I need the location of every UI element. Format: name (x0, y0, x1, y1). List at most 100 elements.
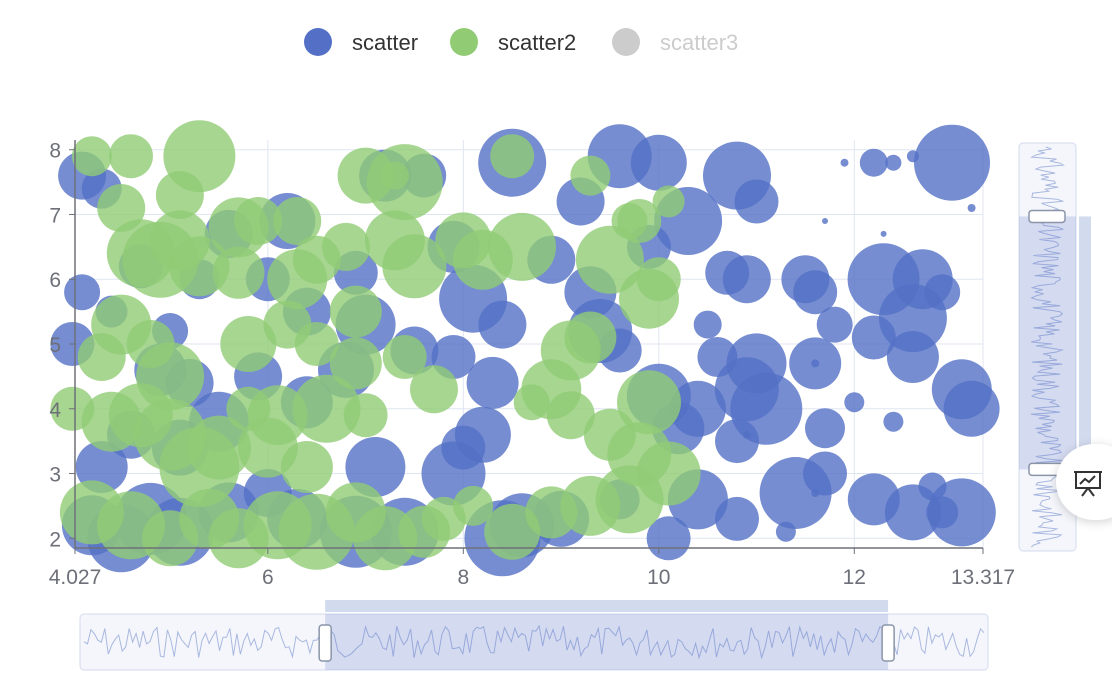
bubble-point (652, 185, 685, 218)
bubble-point (294, 322, 339, 366)
legend-item-scatter3[interactable]: scatter3 (612, 28, 738, 56)
bubble-point (478, 300, 527, 349)
x-zoom-drag-bar[interactable] (325, 600, 889, 612)
x-tick-label: 10 (647, 566, 670, 589)
bubble-point (398, 505, 451, 558)
bubble-point (380, 161, 409, 190)
bubble-point (943, 380, 1000, 437)
bubble-point (822, 218, 828, 224)
bubble-point (149, 210, 210, 271)
bubble-point (859, 148, 888, 177)
bubble-point (410, 365, 458, 414)
bubble-point (212, 246, 265, 299)
bubble-point (914, 124, 990, 201)
y-data-zoom[interactable] (1018, 142, 1091, 552)
legend-label: scatter (352, 30, 418, 55)
bubble-point (136, 342, 205, 411)
y-tick-label: 8 (49, 140, 61, 163)
x-data-zoom[interactable] (79, 600, 989, 671)
y-tick-label: 7 (49, 204, 61, 227)
bubble-point (816, 306, 853, 343)
bubble-point (617, 199, 662, 243)
bubble-point (927, 478, 996, 547)
bubble-point (64, 274, 101, 311)
bubble-point (466, 356, 519, 409)
legend: scatter scatter2 scatter3 (304, 28, 738, 56)
bubble-point (742, 430, 751, 439)
x-zoom-handle-right[interactable] (881, 624, 895, 662)
bubble-point (234, 197, 283, 245)
bubble-point (851, 315, 896, 360)
bubble-point (75, 441, 128, 493)
bubble-point (345, 437, 406, 497)
x-tick-label: 13.317 (951, 566, 1015, 589)
bubble-point (155, 171, 204, 219)
bubble-point (273, 197, 322, 245)
bubble-point (775, 521, 796, 542)
bubble-point (811, 489, 820, 497)
x-tick-label: 4.027 (49, 566, 102, 589)
legend-label: scatter3 (660, 30, 738, 55)
bubble-point (490, 134, 535, 179)
bubble-point (883, 411, 904, 432)
bubble-point (885, 154, 902, 171)
legend-label: scatter2 (498, 30, 576, 55)
y-zoom-window[interactable] (1019, 216, 1076, 470)
bubble-point (513, 384, 550, 421)
x-zoom-window[interactable] (325, 614, 889, 670)
x-tick-label: 8 (457, 566, 469, 589)
bubble-point (878, 284, 947, 353)
bubble-point (237, 417, 298, 478)
series-scatter2 (50, 120, 701, 571)
bubble-point (693, 310, 722, 339)
bubble-point (81, 391, 142, 452)
bubble-point (71, 136, 112, 177)
bubble-point (454, 406, 511, 463)
legend-marker (450, 28, 478, 56)
bubble-point (329, 285, 382, 338)
bubble-point (926, 496, 959, 529)
bubble-point (617, 370, 681, 435)
y-zoom-drag-bar[interactable] (1079, 216, 1091, 470)
bubble-point (292, 374, 361, 443)
bubble-point (570, 155, 611, 196)
legend-marker (304, 28, 332, 56)
bubble-point (109, 134, 153, 179)
x-zoom-handle-left[interactable] (318, 624, 332, 662)
bubble-point (967, 204, 976, 212)
legend-item-scatter[interactable]: scatter (304, 28, 418, 56)
plot-points (50, 120, 1000, 577)
chart-presentation-icon (1074, 471, 1102, 497)
x-zoom-preview-line (83, 624, 985, 660)
y-tick-label: 2 (49, 528, 61, 551)
x-tick-label: 12 (843, 566, 866, 589)
bubble-point (636, 257, 681, 302)
y-tick-label: 5 (49, 334, 61, 357)
bubble-point (759, 457, 832, 529)
x-tick-label: 6 (262, 566, 274, 589)
bubble-point (382, 234, 447, 299)
chart-toggle-button[interactable] (1056, 444, 1112, 520)
bubble-point (906, 150, 919, 163)
bubble-point (844, 392, 865, 413)
bubble-point (488, 212, 556, 281)
bubble-point (880, 230, 887, 237)
bubble-point (646, 516, 691, 561)
y-zoom-track (1018, 142, 1077, 552)
y-tick-label: 3 (49, 464, 61, 487)
legend-marker (612, 28, 640, 56)
y-tick-label: 4 (49, 399, 61, 422)
bubble-point (722, 255, 771, 304)
bubble-point (793, 270, 838, 315)
bubble-point (97, 184, 146, 232)
bubble-point (575, 225, 644, 294)
y-tick-label: 6 (49, 269, 61, 292)
bubble-point (322, 222, 370, 271)
bubble-point (734, 179, 779, 224)
bubble-point (484, 503, 541, 560)
bubble-point (918, 472, 947, 501)
legend-item-scatter2[interactable]: scatter2 (450, 28, 576, 56)
y-zoom-handle-top[interactable] (1028, 209, 1066, 224)
